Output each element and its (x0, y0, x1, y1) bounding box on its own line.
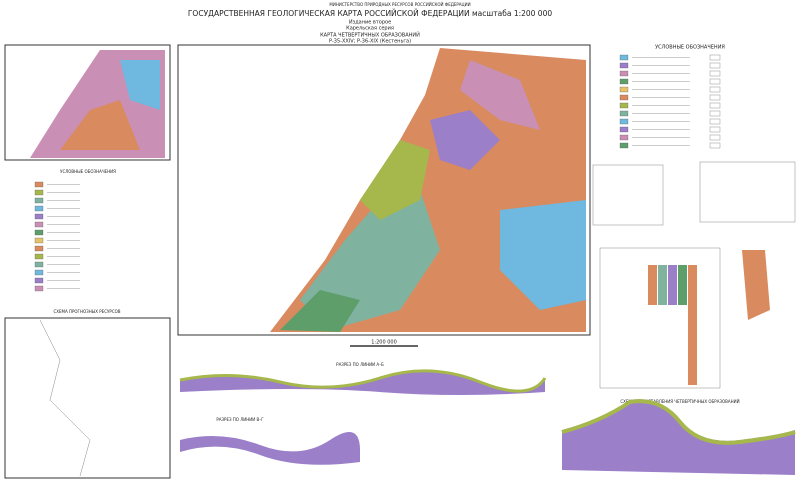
unit (430, 110, 500, 170)
ministry: МИНИСТЕРСТВО ПРИРОДНЫХ РЕСУРСОВ РОССИЙСК… (329, 2, 470, 7)
inset-frame (4, 44, 171, 161)
legend-left (34, 181, 80, 292)
legend-swatch (619, 62, 629, 69)
legend-swatch (34, 277, 44, 284)
correlation-title: СХЕМА СОПОСТАВЛЕНИЯ ЧЕТВЕРТИЧНЫХ ОБРАЗОВ… (620, 399, 739, 404)
section-layer (179, 369, 547, 393)
legend-symbol (709, 70, 721, 77)
map-title: КАРТА ЧЕТВЕРТИЧНЫХ ОБРАЗОВАНИЙ (320, 32, 420, 39)
legend-symbol (709, 102, 721, 109)
legend-swatch (34, 197, 44, 204)
legend-swatch (619, 78, 629, 85)
legend-swatch (619, 110, 629, 117)
legend-swatch (34, 229, 44, 236)
legend-title: УСЛОВНЫЕ ОБОЗНАЧЕНИЯ (655, 45, 725, 51)
legend-swatch (34, 269, 44, 276)
legend-swatch (34, 181, 44, 188)
legend-title: УСЛОВНЫЕ ОБОЗНАЧЕНИЯ (60, 169, 116, 174)
legend-swatch (619, 94, 629, 101)
section-right (562, 399, 795, 475)
legend-symbol (709, 94, 721, 101)
legend-swatch (34, 221, 44, 228)
legend-swatch (34, 237, 44, 244)
strat-column (678, 265, 687, 305)
legend-swatch (619, 70, 629, 77)
unit (460, 60, 540, 130)
border (39, 319, 91, 477)
unit (360, 140, 430, 220)
strat-column (688, 265, 697, 385)
section-layer (561, 399, 796, 445)
legend-swatch (34, 213, 44, 220)
legend-swatch (34, 205, 44, 212)
unit (280, 290, 360, 332)
strat-column (668, 265, 677, 305)
legend-symbol (709, 110, 721, 117)
legend-symbol (709, 118, 721, 125)
legend-symbol (709, 62, 721, 69)
legend-swatch (619, 86, 629, 93)
legend-swatch (619, 118, 629, 125)
legend-swatch (619, 126, 629, 133)
legend-swatch (619, 142, 629, 149)
location-map (742, 250, 770, 320)
sheet-title: ГОСУДАРСТВЕННАЯ ГЕОЛОГИЧЕСКАЯ КАРТА РОСС… (188, 9, 552, 18)
legend-swatch (34, 245, 44, 252)
legend-symbol (709, 54, 721, 61)
resources-title: СХЕМА ПРОГНОЗНЫХ РЕСУРСОВ (53, 309, 120, 314)
table (592, 164, 664, 226)
legend-symbol (709, 86, 721, 93)
strat-table (599, 247, 721, 389)
legend-symbol (709, 134, 721, 141)
section-title: РАЗРЕЗ ПО ЛИНИИ В–Г (216, 417, 264, 422)
legend-symbol (709, 142, 721, 149)
stratigraphy (599, 247, 721, 389)
legend-swatch (619, 54, 629, 61)
inset-unit (120, 60, 160, 110)
legend-symbol (709, 126, 721, 133)
strat-column (648, 265, 657, 305)
resources-frame (4, 317, 171, 479)
legend-right (619, 54, 721, 149)
section-vg (180, 432, 360, 465)
legend-swatch (34, 189, 44, 196)
edition: Издание второе (349, 20, 391, 26)
scale: 1:200 000 (371, 340, 397, 346)
series: Карельская серия (346, 26, 394, 32)
map-frame (177, 44, 591, 336)
legend-swatch (619, 102, 629, 109)
legend-swatch (34, 253, 44, 260)
legend-symbol (709, 78, 721, 85)
legend-swatch (34, 285, 44, 292)
inset-unit (60, 100, 140, 150)
main-map: 1:200 000 (177, 44, 591, 347)
legend-swatch (34, 261, 44, 268)
section-title: РАЗРЕЗ ПО ЛИНИИ А–Б (336, 362, 384, 367)
sheet-numbers: Р-35-XXIV; Р-36-XIX (Кестеньга) (329, 39, 411, 45)
lake (500, 200, 586, 310)
legend-swatch (619, 134, 629, 141)
scheme (699, 161, 796, 223)
strat-column (658, 265, 667, 305)
